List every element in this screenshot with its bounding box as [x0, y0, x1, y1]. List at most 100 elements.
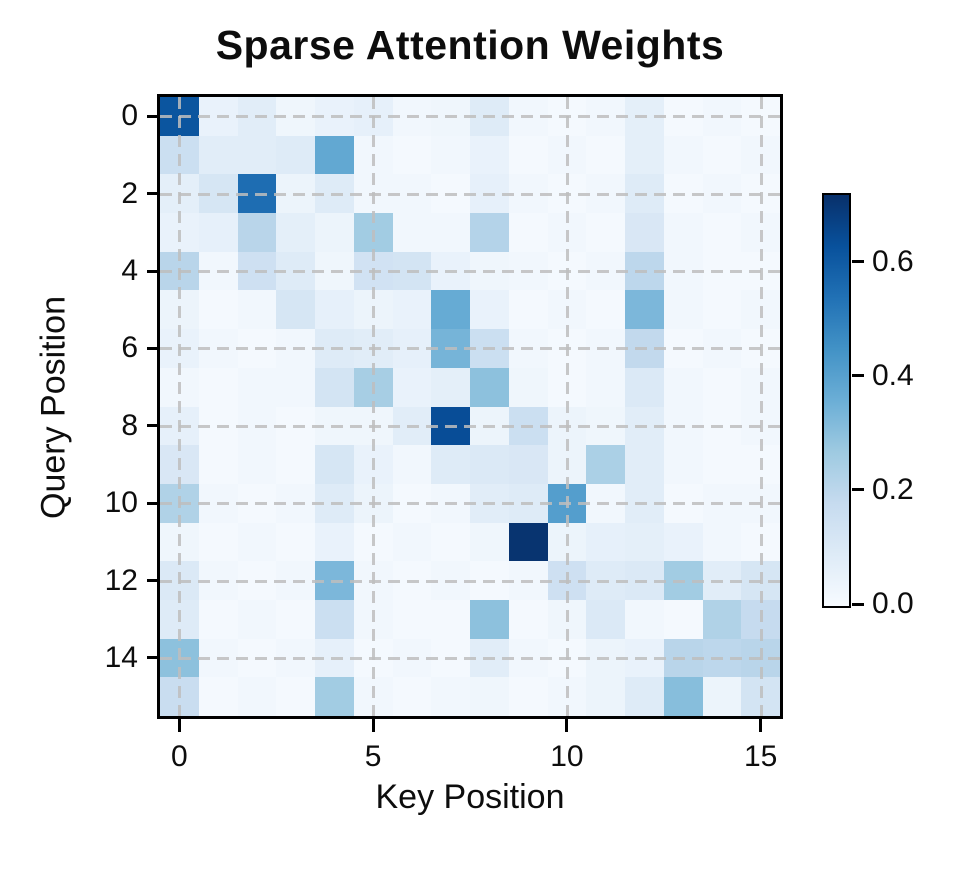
- heatmap-cell: [702, 213, 742, 252]
- heatmap-cell: [198, 522, 238, 562]
- x-tick-label: 0: [171, 740, 188, 773]
- x-tick-mark: [177, 719, 181, 732]
- gridline-horizontal: [160, 347, 780, 351]
- heatmap-cell: [237, 290, 277, 330]
- y-tick-mark: [147, 579, 160, 583]
- heatmap-cell: [198, 677, 238, 716]
- heatmap-cell: [663, 290, 703, 330]
- heatmap-cell: [315, 445, 354, 484]
- heatmap-cell: [276, 367, 315, 407]
- y-tick-label: 8: [121, 408, 138, 442]
- colorbar-tick-label: 0.4: [872, 358, 914, 392]
- heatmap-cell: [237, 677, 277, 716]
- heatmap-cell: [315, 522, 354, 562]
- heatmap-cell: [431, 445, 470, 484]
- heatmap-cell: [470, 445, 509, 484]
- heatmap-cell: [198, 445, 238, 484]
- x-tick-label: 15: [743, 740, 778, 773]
- heatmap-cell: [392, 445, 432, 484]
- heatmap-cell: [431, 213, 470, 252]
- y-tick-mark: [147, 346, 160, 350]
- gridline-vertical: [372, 97, 376, 716]
- y-axis-label: Query Position: [34, 296, 73, 519]
- heatmap-cell: [198, 213, 238, 252]
- heatmap-cell: [276, 599, 315, 639]
- gridline-vertical: [178, 97, 182, 716]
- y-tick-label: 4: [121, 254, 138, 288]
- heatmap-cell: [625, 290, 664, 330]
- heatmap-cell: [431, 677, 470, 716]
- heatmap-cell: [315, 367, 354, 407]
- heatmap-cell: [586, 677, 625, 716]
- heatmap-cell: [470, 599, 509, 639]
- heatmap-cell: [586, 290, 625, 330]
- heatmap-cell: [508, 213, 548, 252]
- heatmap-cell: [508, 677, 548, 716]
- gridline-horizontal: [160, 270, 780, 274]
- heatmap-cell: [625, 677, 664, 716]
- x-tick-mark: [759, 719, 763, 732]
- heatmap-cell: [470, 522, 509, 562]
- x-tick-label: 10: [550, 740, 584, 773]
- heatmap-cell: [392, 213, 432, 252]
- heatmap-cell: [237, 135, 277, 175]
- heatmap-cell: [663, 367, 703, 407]
- heatmap-cell: [663, 445, 703, 484]
- gridline-vertical: [759, 97, 763, 716]
- heatmap-cell: [392, 522, 432, 562]
- colorbar-tick-label: 0.2: [872, 472, 914, 506]
- heatmap-cell: [508, 445, 548, 484]
- heatmap-cell: [431, 599, 470, 639]
- heatmap-cell: [392, 290, 432, 330]
- gridline-vertical: [565, 97, 569, 716]
- heatmap-cell: [315, 290, 354, 330]
- heatmap-cell: [315, 599, 354, 639]
- gridline-horizontal: [160, 115, 780, 119]
- heatmap-cell: [586, 135, 625, 175]
- heatmap-cell: [586, 599, 625, 639]
- y-tick-mark: [147, 501, 160, 505]
- heatmap-cell: [586, 367, 625, 407]
- heatmap-cell: [508, 290, 548, 330]
- y-tick-label: 2: [121, 176, 138, 210]
- heatmap-cell: [663, 677, 703, 716]
- heatmap-cell: [625, 135, 664, 175]
- heatmap-cell: [237, 367, 277, 407]
- heatmap-cell: [702, 290, 742, 330]
- heatmap-plot: [157, 94, 783, 719]
- heatmap-cell: [276, 677, 315, 716]
- colorbar-tick-mark: [852, 488, 864, 492]
- heatmap-cell: [392, 135, 432, 175]
- y-tick-mark: [147, 656, 160, 660]
- heatmap-cell: [431, 135, 470, 175]
- heatmap-cell: [470, 290, 509, 330]
- heatmap-cell: [431, 290, 470, 330]
- y-tick-label: 14: [104, 640, 138, 674]
- heatmap-cell: [663, 599, 703, 639]
- heatmap-cell: [702, 522, 742, 562]
- x-tick-mark: [371, 719, 375, 732]
- heatmap-cell: [663, 135, 703, 175]
- heatmap-cell: [198, 367, 238, 407]
- heatmap-cell: [431, 367, 470, 407]
- heatmap-cell: [625, 445, 664, 484]
- gridline-horizontal: [160, 579, 780, 583]
- heatmap-cell: [276, 522, 315, 562]
- heatmap-cell: [702, 135, 742, 175]
- heatmap-cell: [702, 599, 742, 639]
- heatmap-cell: [625, 367, 664, 407]
- colorbar-tick-label: 0.6: [872, 244, 914, 278]
- heatmap-cell: [508, 367, 548, 407]
- heatmap-cell: [392, 677, 432, 716]
- heatmap-cell: [586, 213, 625, 252]
- heatmap-cell: [276, 445, 315, 484]
- heatmap-cell: [508, 599, 548, 639]
- heatmap-cell: [276, 135, 315, 175]
- heatmap-cell: [625, 213, 664, 252]
- heatmap-cell: [237, 445, 277, 484]
- heatmap-cell: [470, 135, 509, 175]
- y-tick-label: 0: [121, 99, 138, 133]
- heatmap-cell: [470, 367, 509, 407]
- colorbar: [822, 193, 851, 608]
- y-tick-mark: [147, 192, 160, 196]
